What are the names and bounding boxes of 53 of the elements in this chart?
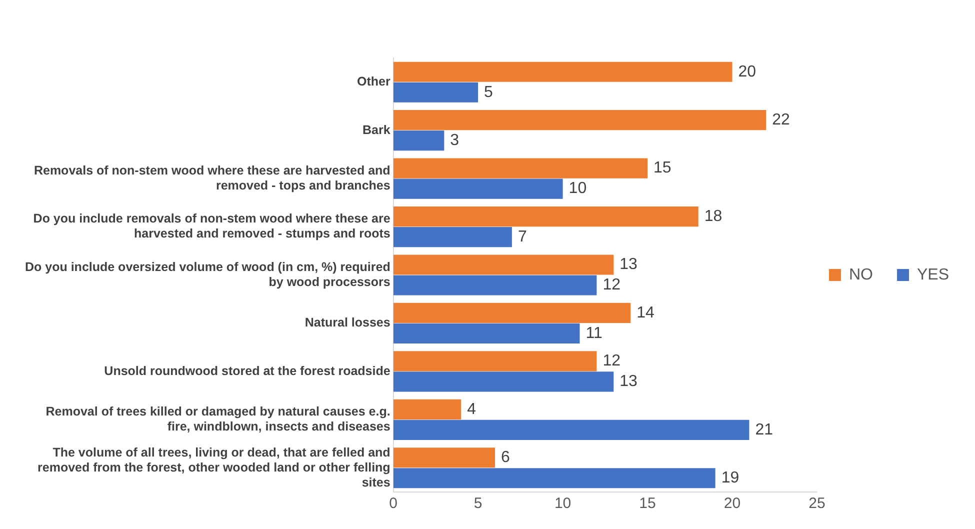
y-tick-label: Removals of non-stem wood where these are harvested and removed - tops and branches — [34, 164, 390, 193]
bar — [393, 130, 444, 151]
data-label: 12 — [602, 352, 621, 370]
data-label: 20 — [738, 63, 756, 80]
bar — [393, 82, 478, 102]
bar — [393, 372, 614, 392]
y-tick-label: Natural losses — [304, 316, 390, 330]
bar — [393, 158, 648, 178]
x-tick-label: 15 — [639, 495, 656, 512]
data-label: 7 — [518, 228, 527, 246]
bar — [393, 178, 563, 199]
data-label: 3 — [450, 132, 460, 149]
data-label: 12 — [602, 276, 621, 294]
data-label: 15 — [654, 160, 672, 177]
bar — [393, 110, 766, 130]
data-label: 11 — [586, 324, 602, 342]
x-tick-label: 20 — [724, 495, 741, 512]
data-label: 18 — [704, 208, 722, 225]
x-tick-label: 10 — [554, 495, 572, 512]
data-label: 14 — [636, 304, 654, 322]
data-label: 10 — [568, 180, 587, 198]
data-label: 6 — [501, 449, 510, 466]
bar — [393, 206, 698, 227]
y-tick-label: Do you include removals of non-stem wood where these are harvested and removed - stumps and roots — [33, 212, 390, 241]
y-tick-label: Other — [356, 74, 390, 89]
data-label: 21 — [755, 421, 774, 438]
bar — [393, 468, 716, 488]
data-label: 19 — [721, 470, 740, 487]
bar — [393, 302, 631, 324]
y-tick-label: Unsold roundwood stored at the forest roadside — [104, 364, 390, 378]
bar — [393, 275, 597, 296]
y-tick-label: Do you include oversized volume of wood (in cm, %) required by wood processors — [25, 260, 390, 289]
legend-label: NO — [849, 266, 873, 284]
bar — [393, 323, 580, 344]
y-tick-label: The volume of all trees, living or dead, that are felled and removed from the forest, other wooded land or other felling sites — [38, 445, 390, 490]
bar — [393, 62, 732, 82]
bar — [393, 399, 462, 420]
data-label: 13 — [620, 373, 638, 390]
data-label: 22 — [772, 111, 790, 128]
y-tick-label: Removal of trees killed or damaged by natural causes e.g. fire, windblown, insects and diseases — [46, 404, 390, 434]
bar — [393, 226, 512, 248]
legend-label: YES — [917, 266, 950, 284]
bar — [393, 254, 614, 275]
data-label: 5 — [484, 84, 494, 101]
x-tick-label: 0 — [389, 495, 398, 512]
y-tick-label: Bark — [362, 122, 390, 137]
x-tick-label: 5 — [474, 495, 482, 512]
data-label: 4 — [467, 400, 476, 418]
bar — [393, 351, 597, 372]
bar — [393, 420, 750, 440]
data-label: 13 — [620, 256, 638, 274]
x-tick-label: 25 — [808, 495, 826, 512]
bar — [393, 448, 496, 468]
